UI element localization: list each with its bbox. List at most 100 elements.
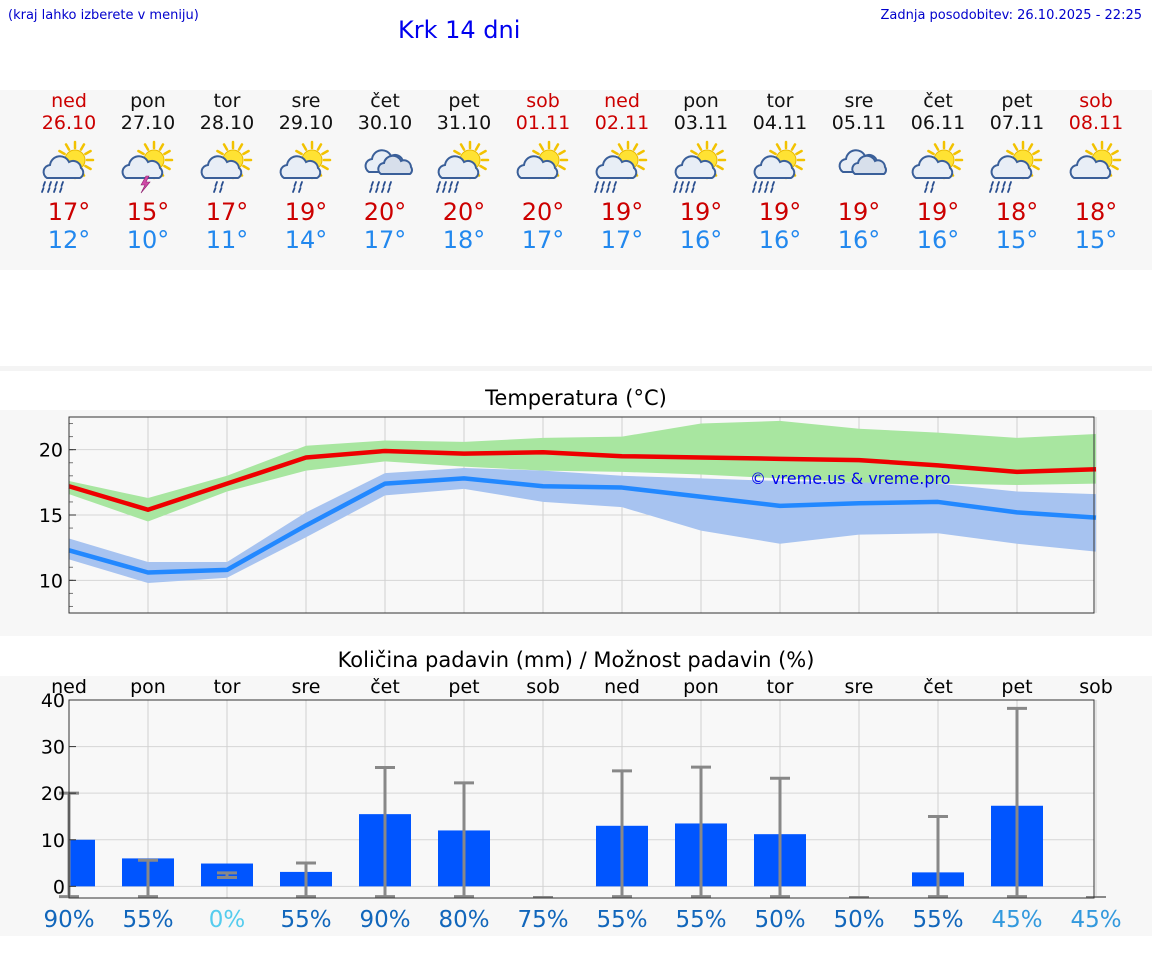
precipitation-probability: 55% bbox=[675, 907, 726, 933]
min-temperature: 12° bbox=[47, 226, 91, 254]
day-column: čet 06.11 19° 16° bbox=[899, 90, 977, 254]
sun-cloud-rain-icon bbox=[673, 140, 727, 193]
location-hint: (kraj lahko izberete v meniju) bbox=[8, 8, 199, 23]
day-column: čet 30.10 20° 17° bbox=[346, 90, 424, 254]
min-temperature: 18° bbox=[442, 226, 486, 254]
cloud-icon bbox=[753, 155, 796, 179]
day-column: pon 27.10 15° 10° bbox=[109, 90, 187, 254]
min-temperature: 14° bbox=[284, 226, 328, 254]
precipitation-error-bar bbox=[454, 781, 474, 899]
day-name: čet bbox=[370, 90, 400, 112]
precipitation-probability: 90% bbox=[359, 907, 410, 933]
min-temperature: 11° bbox=[205, 226, 249, 254]
day-column: tor 04.11 19° 16° bbox=[741, 90, 819, 254]
sun-cloud-light-rain-icon bbox=[279, 140, 332, 193]
day-name: sob bbox=[526, 90, 560, 112]
precipitation-probability: 75% bbox=[517, 907, 568, 933]
day-date: 29.10 bbox=[278, 112, 334, 134]
max-temperature: 17° bbox=[47, 198, 91, 226]
day-name: čet bbox=[923, 90, 953, 112]
day-date: 27.10 bbox=[120, 112, 176, 134]
y-tick-label: 20 bbox=[41, 783, 65, 805]
day-date: 02.11 bbox=[594, 112, 650, 134]
cloud-rain-icon bbox=[364, 149, 413, 193]
day-name: sob bbox=[1079, 90, 1113, 112]
day-name: ned bbox=[604, 90, 640, 112]
cloud-icon bbox=[1069, 155, 1112, 179]
sun-cloud-icon bbox=[1069, 140, 1122, 180]
day-name: pet bbox=[448, 90, 480, 112]
precipitation-error-bar bbox=[928, 814, 948, 899]
cloud-icon bbox=[516, 155, 559, 179]
precipitation-chart-title: Količina padavin (mm) / Možnost padavin … bbox=[337, 648, 815, 672]
day-date: 28.10 bbox=[199, 112, 255, 134]
x-day-label: sre bbox=[845, 676, 874, 698]
precipitation-error-bar bbox=[296, 861, 316, 899]
max-temperature: 19° bbox=[758, 198, 802, 226]
section-divider bbox=[0, 366, 1152, 371]
cloud-icon bbox=[437, 155, 480, 179]
sun-cloud-light-rain-icon bbox=[200, 140, 253, 193]
day-column: pon 03.11 19° 16° bbox=[662, 90, 740, 254]
precipitation-probability: 55% bbox=[280, 907, 331, 933]
y-tick-label: 30 bbox=[41, 737, 65, 759]
min-temperature: 10° bbox=[126, 226, 170, 254]
day-date: 08.11 bbox=[1068, 112, 1124, 134]
day-name: sre bbox=[291, 90, 321, 112]
page-title: Krk 14 dni bbox=[398, 16, 521, 44]
precipitation-bar bbox=[69, 839, 95, 887]
rain-icon bbox=[41, 181, 64, 193]
precipitation-probability: 45% bbox=[1070, 907, 1121, 933]
rain-icon bbox=[436, 181, 459, 193]
x-day-label: tor bbox=[214, 676, 241, 698]
x-day-label: čet bbox=[923, 676, 953, 698]
rain-icon bbox=[369, 181, 392, 193]
sun-cloud-thunder-icon bbox=[121, 140, 174, 194]
y-tick-label: 20 bbox=[39, 440, 63, 462]
precipitation-error-bar bbox=[217, 871, 237, 880]
cloud-icon bbox=[279, 155, 322, 179]
sun-cloud-rain-icon bbox=[436, 140, 490, 193]
cloud-icon bbox=[911, 155, 954, 179]
day-column: ned 26.10 17° 12° bbox=[30, 90, 108, 254]
cloud-icon bbox=[121, 155, 164, 179]
cloud-icon bbox=[838, 149, 887, 175]
max-temperature: 18° bbox=[1074, 198, 1118, 226]
sun-cloud-rain-icon bbox=[989, 140, 1043, 193]
day-name: ned bbox=[51, 90, 87, 112]
max-temperature-line bbox=[68, 448, 1097, 513]
precipitation-error-bar bbox=[691, 765, 711, 899]
precipitation-probability: 45% bbox=[991, 907, 1042, 933]
min-temperature: 16° bbox=[679, 226, 723, 254]
precipitation-error-bar bbox=[612, 769, 632, 899]
rain-icon bbox=[292, 181, 303, 193]
cloud-icon bbox=[838, 149, 887, 175]
rain-icon bbox=[594, 181, 617, 193]
x-day-label: sre bbox=[292, 676, 321, 698]
max-temperature: 15° bbox=[126, 198, 170, 226]
min-temperature-line bbox=[68, 476, 1097, 575]
sun-cloud-rain-icon bbox=[752, 140, 806, 193]
y-tick-label: 40 bbox=[41, 690, 65, 712]
max-temperature: 19° bbox=[916, 198, 960, 226]
y-tick-label: 15 bbox=[39, 505, 63, 527]
min-temperature: 17° bbox=[600, 226, 644, 254]
x-day-label: pon bbox=[683, 676, 719, 698]
min-temperature: 16° bbox=[837, 226, 881, 254]
temperature-chart-title: Temperatura (°C) bbox=[485, 386, 667, 410]
day-date: 26.10 bbox=[41, 112, 97, 134]
daily-forecast-band bbox=[0, 90, 1152, 270]
lightning-icon bbox=[140, 175, 151, 194]
day-column: pet 31.10 20° 18° bbox=[425, 90, 503, 254]
x-day-label: sob bbox=[1079, 676, 1113, 698]
x-day-label: tor bbox=[767, 676, 794, 698]
max-temperature: 20° bbox=[363, 198, 407, 226]
x-day-label: ned bbox=[51, 676, 87, 698]
x-day-label: ned bbox=[604, 676, 640, 698]
day-column: sre 29.10 19° 14° bbox=[267, 90, 345, 254]
x-day-label: pet bbox=[448, 676, 479, 698]
watermark: © vreme.us & vreme.pro bbox=[750, 469, 951, 488]
day-date: 04.11 bbox=[752, 112, 808, 134]
